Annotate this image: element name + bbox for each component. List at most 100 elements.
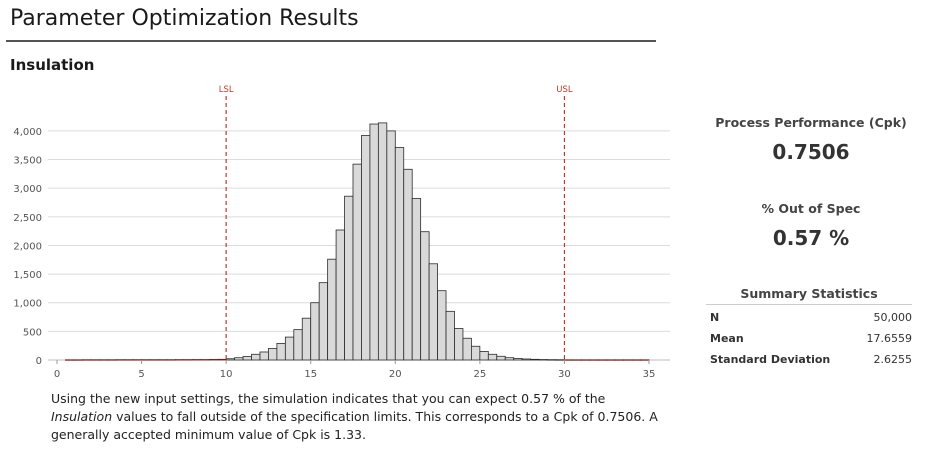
y-tick-label: 500 [23, 327, 42, 338]
histogram-bar [420, 231, 430, 361]
x-tick-label: 0 [54, 369, 60, 380]
histogram-bar [107, 359, 117, 361]
histogram-bar [623, 359, 633, 361]
histogram-bar [547, 359, 557, 361]
histogram-bar [411, 198, 422, 361]
y-tick-label: 2,000 [13, 241, 42, 252]
histogram-bar [344, 195, 354, 361]
y-tick-label: 3,000 [13, 184, 42, 195]
histogram-bar [589, 359, 599, 361]
x-axis-ticks: 0 5 10 15 20 25 30 35 [54, 360, 656, 380]
y-tick-label: 1,000 [13, 299, 42, 310]
y-tick-label: 4,000 [13, 127, 42, 138]
histogram-bar [208, 359, 219, 361]
summary-statistics-title: Summary Statistics [706, 286, 912, 305]
y-tick-label: 1,500 [13, 270, 42, 281]
histogram-bar [504, 357, 515, 361]
histogram-bar [564, 359, 574, 361]
histogram-bar [437, 290, 447, 361]
histogram-bar [631, 359, 641, 361]
histogram-bar [386, 130, 396, 361]
histogram-bar [73, 359, 83, 361]
histogram-bar [191, 359, 202, 361]
histogram-bar [454, 328, 464, 361]
x-tick-label: 25 [473, 369, 486, 380]
description-variable: Insulation [51, 409, 113, 424]
histogram-bar [318, 282, 329, 361]
histogram-bar [158, 359, 168, 361]
histogram-bar [487, 353, 498, 361]
histogram-bar [530, 358, 540, 361]
histogram-bar [614, 359, 625, 361]
histogram-bar [310, 302, 320, 361]
histogram-bar [225, 358, 235, 361]
histogram-bar [293, 329, 303, 361]
histogram-bar [606, 359, 616, 361]
histogram-bar [394, 147, 405, 361]
lsl-label: LSL [219, 85, 234, 95]
histogram-bar [242, 356, 252, 361]
histogram-bar [580, 359, 591, 361]
histogram-bar [352, 163, 362, 361]
histogram-bar [234, 357, 244, 361]
histogram-bar [284, 336, 295, 361]
histogram-bar [217, 358, 227, 361]
histogram-bar [276, 342, 286, 361]
title-divider [6, 40, 656, 42]
page-title: Parameter Optimization Results [10, 6, 359, 31]
cpk-label: Process Performance (Cpk) [715, 115, 907, 130]
histogram-bar [555, 359, 565, 361]
x-tick-label: 5 [138, 369, 144, 380]
result-description: Using the new input settings, the simula… [51, 390, 663, 444]
description-text-start: Using the new input settings, the simula… [51, 391, 606, 406]
stat-value: 2.6255 [873, 353, 913, 366]
x-tick-label: 10 [220, 369, 233, 380]
out-of-spec-metric: % Out of Spec 0.57 % [706, 201, 916, 250]
y-axis-ticks: 0 500 1,000 1,500 2,000 2,500 3,000 3,500 4,000 [13, 127, 42, 367]
histogram-bar [403, 168, 413, 361]
histogram-bar [268, 348, 278, 361]
x-tick-label: 35 [643, 369, 656, 380]
stat-label: Mean [710, 332, 744, 345]
usl-label: USL [556, 85, 573, 95]
histogram-bar [513, 357, 523, 361]
histogram-bar [335, 229, 345, 361]
histogram-chart: 05001,0001,5002,0002,5003,0003,5004,000 … [13, 85, 670, 380]
histogram-bar [301, 317, 312, 361]
y-tick-label: 2,500 [13, 213, 42, 224]
out-of-spec-value: 0.57 % [772, 226, 850, 250]
cpk-metric: Process Performance (Cpk) 0.7506 [706, 115, 916, 164]
histogram-bar [149, 359, 159, 361]
histogram-bars [65, 122, 650, 361]
histogram-bar [597, 359, 608, 361]
histogram-bar [183, 359, 193, 361]
x-tick-label: 15 [304, 369, 317, 380]
histogram-bar [174, 359, 185, 361]
histogram-bar [377, 122, 388, 361]
histogram-bar [369, 123, 379, 361]
histogram-bar [572, 359, 582, 361]
stat-value: 50,000 [873, 311, 913, 324]
histogram-bar [521, 358, 532, 361]
x-tick-label: 30 [558, 369, 571, 380]
histogram-bar [90, 359, 100, 361]
histogram-bar [361, 135, 371, 361]
histogram-bar [479, 351, 489, 361]
histogram-bar [640, 359, 650, 361]
spec-limits: LSL USL [219, 85, 573, 360]
y-tick-label: 3,500 [13, 156, 42, 167]
histogram-bar [470, 345, 481, 361]
description-text-end: values to fall outside of the specificat… [51, 409, 658, 442]
y-tick-label: 0 [36, 356, 42, 367]
histogram-bar [65, 359, 75, 361]
cpk-value: 0.7506 [772, 140, 850, 164]
histogram-bar [124, 359, 134, 361]
stat-label: Standard Deviation [710, 353, 831, 366]
histogram-bar [166, 359, 176, 361]
histogram-bar [445, 310, 455, 361]
histogram-bar [98, 359, 109, 361]
histogram-bar [538, 359, 548, 361]
section-title: Insulation [10, 56, 95, 74]
out-of-spec-label: % Out of Spec [761, 201, 861, 216]
histogram-bar [200, 359, 210, 361]
